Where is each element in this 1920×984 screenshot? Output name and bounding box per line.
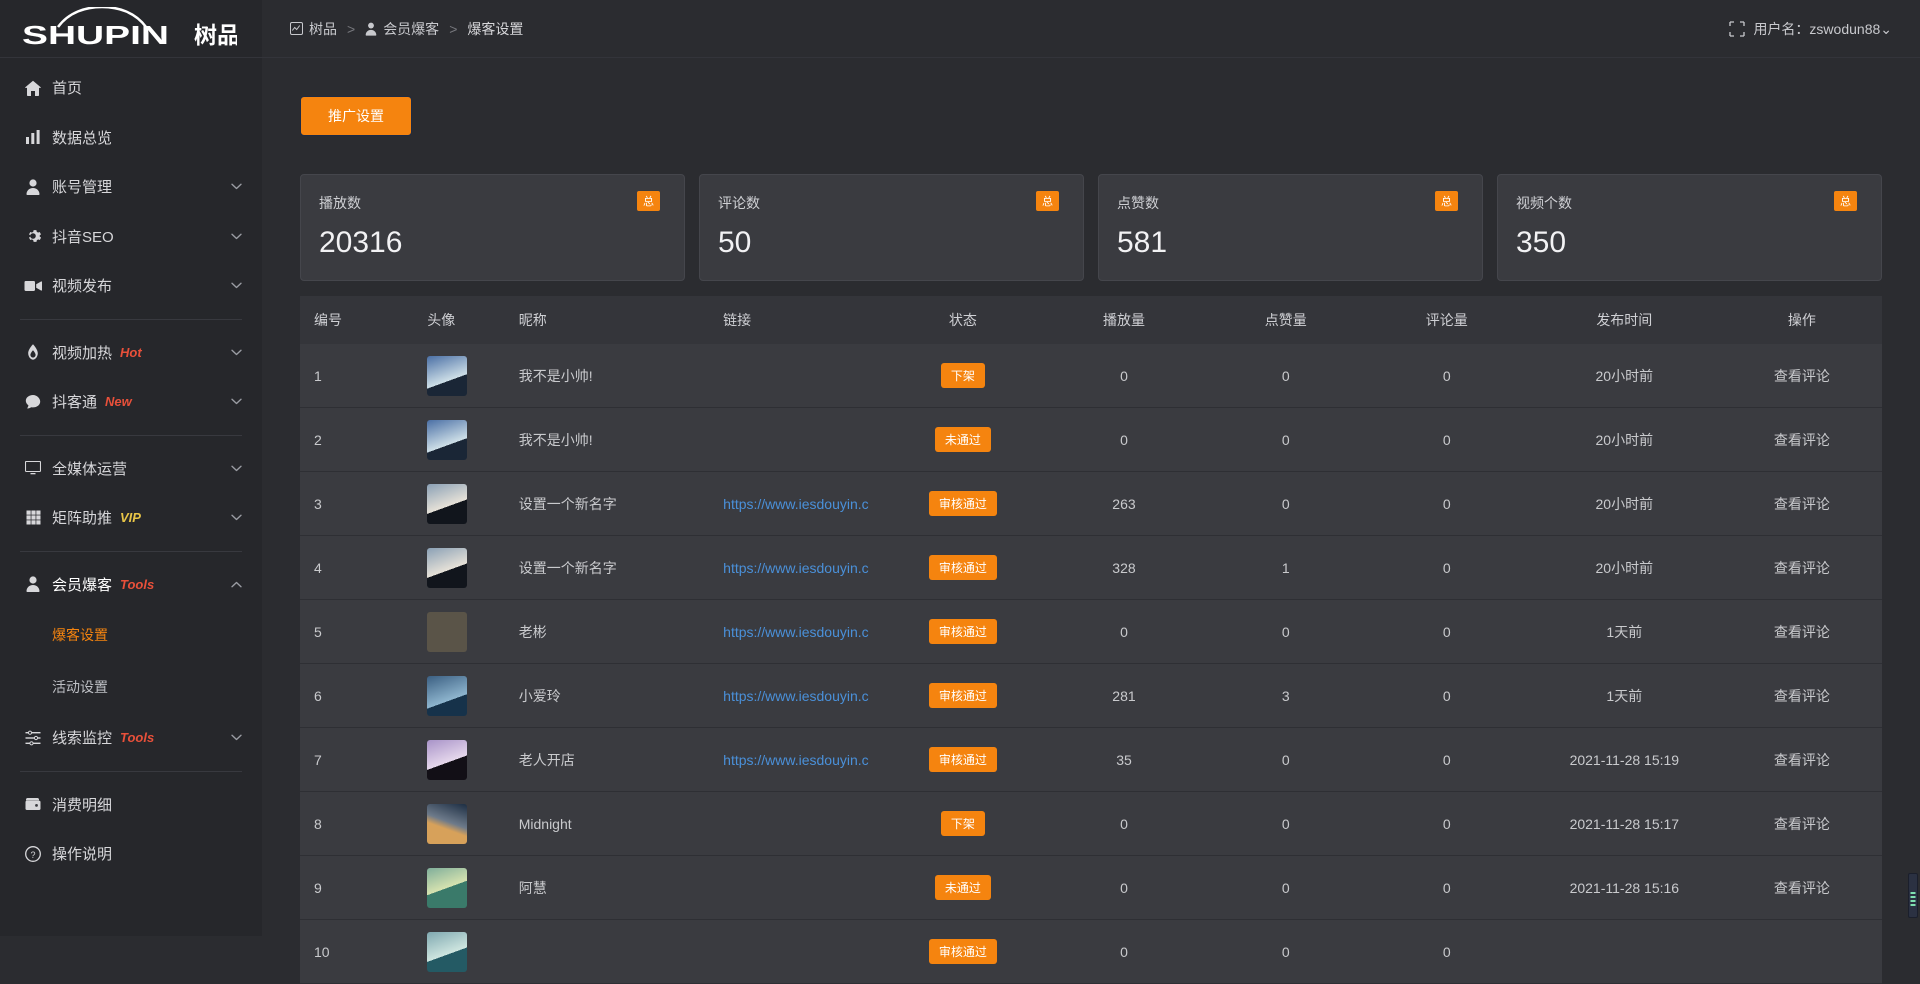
svg-text:SHUPIN: SHUPIN (22, 20, 169, 50)
svg-text:树品: 树品 (194, 16, 237, 50)
svg-text:?: ? (30, 850, 35, 860)
